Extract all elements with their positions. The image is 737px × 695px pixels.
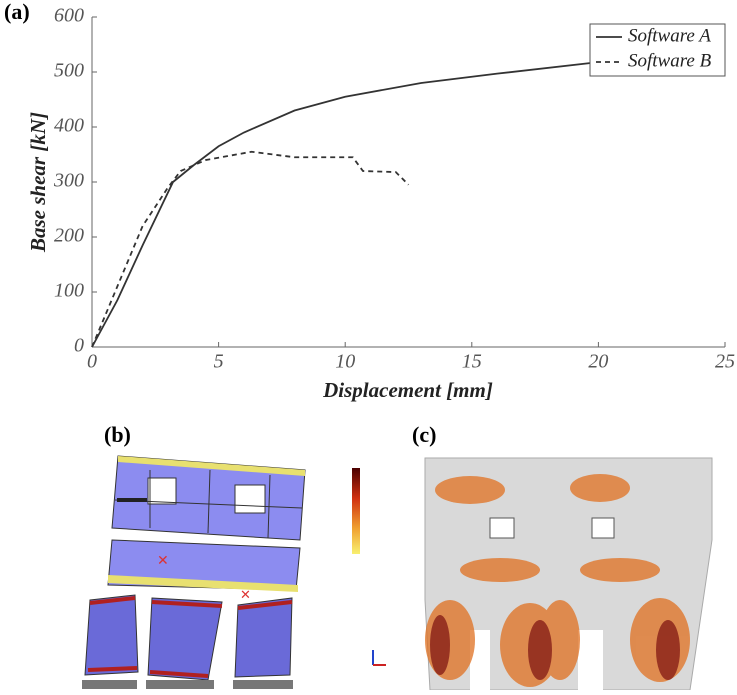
panel-label: (a) bbox=[4, 0, 30, 24]
y-axis-label: Base shear [kN] bbox=[26, 112, 50, 253]
colorbar bbox=[352, 468, 360, 554]
y-tick-label: 600 bbox=[54, 5, 84, 27]
y-tick-label: 200 bbox=[54, 225, 84, 247]
model-image-c bbox=[372, 457, 713, 691]
y-tick-label: 500 bbox=[54, 60, 84, 82]
data-line bbox=[91, 49, 726, 348]
panel-label: (b) bbox=[104, 422, 131, 447]
y-tick-label: 100 bbox=[54, 280, 84, 302]
legend-label: Software A bbox=[628, 25, 711, 46]
x-tick-label: 0 bbox=[87, 351, 97, 373]
damage-mark: ✕ bbox=[240, 587, 251, 602]
model-image-b: ✕ ✕ bbox=[82, 455, 306, 689]
x-tick-label: 5 bbox=[214, 351, 224, 373]
y-tick-label: 400 bbox=[54, 115, 84, 137]
data-line bbox=[91, 150, 410, 348]
legend-box bbox=[589, 23, 726, 77]
panel-label: (c) bbox=[412, 422, 436, 447]
y-tick-label: 0 bbox=[74, 335, 84, 357]
x-axis-label: Displacement [mm] bbox=[322, 378, 493, 402]
x-tick-label: 10 bbox=[335, 351, 355, 373]
x-tick-label: 25 bbox=[715, 351, 735, 373]
x-tick-label: 20 bbox=[588, 351, 608, 373]
damage-mark: ✕ bbox=[157, 554, 169, 569]
legend-label: Software B bbox=[628, 50, 712, 71]
x-tick-label: 15 bbox=[462, 351, 482, 373]
y-tick-label: 300 bbox=[53, 170, 84, 192]
